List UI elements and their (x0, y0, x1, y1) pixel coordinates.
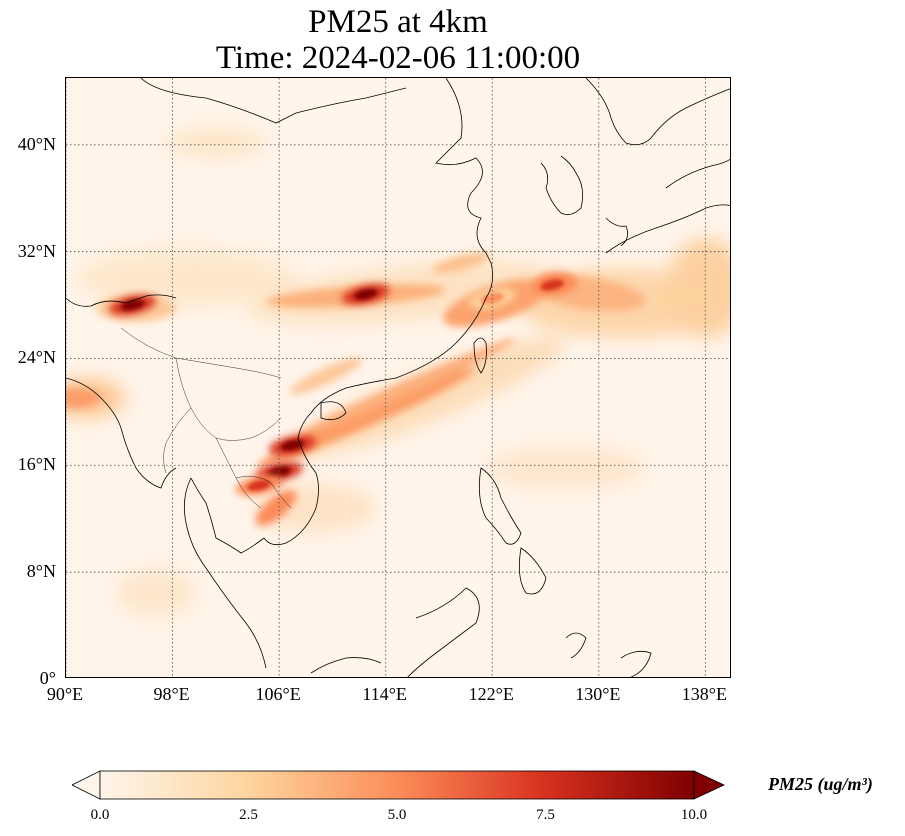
kyushu-coast (605, 217, 629, 247)
longitude-tick-label: 98°E (153, 684, 190, 704)
longitude-tick-label: 130°E (575, 684, 621, 704)
latitude-tick-label: 0° (39, 668, 56, 688)
korean-peninsula (540, 155, 584, 216)
mindanao-island (518, 547, 547, 595)
hotspot-core (540, 279, 564, 291)
colorbar-min-extend (72, 770, 101, 800)
longitude-tick-label: 90°E (46, 684, 84, 704)
hainan-island (320, 401, 347, 421)
halmahera-coast (620, 650, 652, 677)
honshu-coast (665, 158, 730, 189)
hotspot-core (120, 299, 145, 311)
colorbar-body (99, 770, 695, 800)
map-panel[interactable] (65, 77, 731, 678)
colorbar-label: PM25 (ug/m³) (768, 774, 873, 794)
colorbar-tick-label: 5.0 (387, 807, 407, 823)
pm25-map (66, 78, 730, 677)
northern-border-line (140, 78, 407, 124)
longitude-tick-label: 106°E (255, 684, 301, 704)
japan-south-coast (605, 204, 730, 254)
colorbar-tick-label: 10.0 (680, 807, 708, 823)
borneo-south-coast (310, 657, 382, 674)
gulf-of-thailand-coast (190, 477, 265, 554)
longitude-tick-label: 114°E (362, 684, 407, 704)
map-title: PM25 at 4km Time: 2024-02-06 11:00:00 (65, 4, 731, 76)
title-line-1: PM25 at 4km (308, 4, 488, 40)
latitude-tick-label: 32°N (17, 240, 56, 261)
sulawesi-coast (565, 632, 587, 659)
coastlines (66, 78, 730, 677)
korea-russia-coast (585, 78, 730, 146)
colorbar-tick-label: 0.0 (90, 807, 110, 823)
luzon-island (478, 467, 522, 545)
taiwan-island (473, 337, 487, 374)
colorbar-tick-label: 2.5 (239, 807, 258, 823)
colorbar (72, 770, 725, 800)
china-vietnam-coast (263, 78, 494, 546)
longitude-tick-label: 138°E (681, 684, 727, 704)
borneo-coast (407, 587, 480, 677)
malay-peninsula-coast (183, 477, 267, 669)
hotspot-core (267, 466, 291, 478)
latitude-tick-label: 24°N (17, 347, 56, 368)
latitude-tick-label: 40°N (17, 133, 56, 154)
myanmar-coast (66, 377, 177, 489)
hotspot-core (280, 439, 305, 451)
colorbar-max-extend (693, 770, 725, 800)
india-border (66, 294, 177, 307)
graticule (66, 78, 730, 677)
hotspot-core (666, 292, 691, 304)
longitude-tick-label: 122°E (468, 684, 514, 704)
country-borders (120, 327, 292, 509)
hotspot-core (353, 288, 378, 300)
hotspot-core (247, 479, 271, 491)
colorbar-tick-label: 7.5 (536, 807, 555, 823)
title-line-2: Time: 2024-02-06 11:00:00 (215, 40, 581, 76)
latitude-tick-label: 8°N (26, 561, 56, 582)
latitude-tick-label: 16°N (17, 454, 56, 475)
